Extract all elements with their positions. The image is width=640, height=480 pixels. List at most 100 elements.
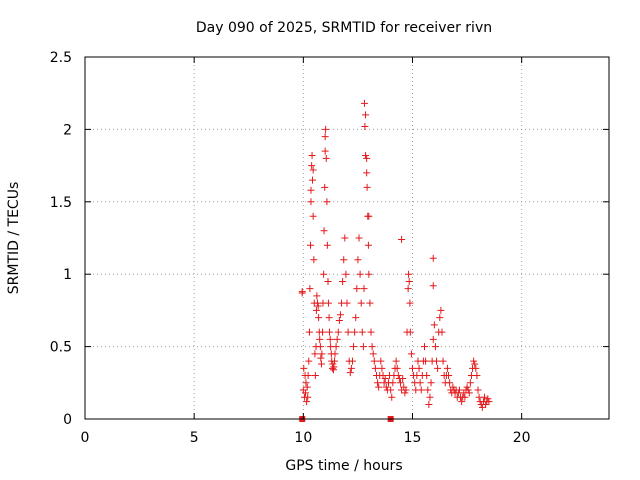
data-point: [321, 133, 329, 141]
data-point: [392, 357, 400, 365]
y-axis-ticks: 0 0.5 1 1.5 2 2.5: [50, 50, 609, 428]
data-point: [336, 311, 344, 319]
data-point: [387, 386, 395, 394]
x-tick-label: 5: [190, 430, 199, 446]
data-point: [429, 282, 437, 290]
data-point: [382, 383, 390, 391]
data-point: [317, 354, 325, 362]
data-point: [366, 299, 374, 307]
data-point: [318, 350, 326, 358]
data-point: [359, 343, 367, 351]
data-point: [358, 328, 366, 336]
y-tick-label: 0.5: [50, 340, 72, 356]
data-points: [298, 99, 493, 422]
data-point: [406, 328, 414, 336]
data-point: [470, 357, 478, 365]
data-point: [347, 364, 355, 372]
data-point: [362, 151, 370, 159]
data-point: [388, 393, 396, 401]
x-axis-label: GPS time / hours: [285, 458, 402, 474]
data-point: [433, 357, 441, 365]
data-point: [360, 99, 368, 107]
data-point: [482, 401, 490, 409]
data-point: [422, 357, 430, 365]
data-point: [393, 364, 401, 372]
data-point: [368, 343, 376, 351]
data-point: [321, 183, 329, 191]
data-point: [331, 357, 339, 365]
data-point: [319, 328, 327, 336]
data-point: [312, 306, 320, 314]
y-tick-label: 1.5: [50, 195, 72, 211]
data-point: [438, 328, 446, 336]
y-axis-label: SRMTID / TECUs: [6, 182, 22, 295]
data-point: [311, 372, 319, 380]
data-point: [313, 292, 321, 300]
data-point: [429, 254, 437, 262]
data-point: [310, 256, 318, 264]
y-tick-label: 1: [63, 267, 72, 283]
x-tick-label: 0: [81, 430, 90, 446]
data-point: [353, 285, 361, 293]
data-point: [321, 147, 329, 155]
x-tick-label: 15: [404, 430, 422, 446]
data-point: [401, 389, 409, 397]
data-point: [375, 383, 383, 391]
data-point: [425, 401, 433, 409]
x-tick-label: 20: [513, 430, 531, 446]
data-point: [485, 398, 493, 406]
data-point: [356, 270, 364, 278]
y-tick-label: 2.5: [50, 50, 72, 66]
data-point: [307, 198, 315, 206]
data-point: [461, 393, 469, 401]
y-tick-label: 2: [63, 122, 72, 138]
data-point: [315, 314, 323, 322]
data-point: [306, 285, 314, 293]
data-point: [361, 123, 369, 131]
data-point: [364, 241, 372, 249]
data-point: [445, 372, 453, 380]
data-point: [369, 350, 377, 358]
data-point: [348, 357, 356, 365]
data-point: [363, 169, 371, 177]
data-point: [446, 379, 454, 387]
data-point: [329, 360, 337, 368]
data-point: [424, 386, 432, 394]
data-point: [346, 369, 354, 377]
data-point: [463, 383, 471, 391]
data-point: [402, 386, 410, 394]
data-point: [399, 374, 407, 382]
data-point: [415, 364, 423, 372]
data-point: [335, 317, 343, 325]
data-point: [357, 299, 365, 307]
data-point: [331, 350, 339, 358]
data-point: [326, 328, 334, 336]
data-point: [302, 379, 310, 387]
data-point: [362, 111, 370, 119]
plot-frame: [84, 56, 610, 420]
data-point: [334, 328, 342, 336]
data-point: [434, 364, 442, 372]
data-point: [307, 186, 315, 194]
data-point: [355, 234, 363, 242]
data-point: [455, 386, 463, 394]
data-point: [471, 360, 479, 368]
data-point: [371, 364, 379, 372]
data-point: [406, 299, 414, 307]
data-point: [307, 241, 315, 249]
x-axis-ticks: 0 5 10 15 20: [81, 57, 531, 446]
data-point: [308, 162, 316, 170]
y-tick-label: 0: [63, 412, 72, 428]
data-point: [429, 335, 437, 343]
data-point: [427, 379, 435, 387]
data-point: [343, 299, 351, 307]
data-point: [300, 364, 308, 372]
data-point: [426, 393, 434, 401]
data-point: [323, 198, 331, 206]
data-point: [443, 364, 451, 372]
data-point: [325, 314, 333, 322]
data-point: [320, 227, 328, 235]
data-point: [381, 374, 389, 382]
